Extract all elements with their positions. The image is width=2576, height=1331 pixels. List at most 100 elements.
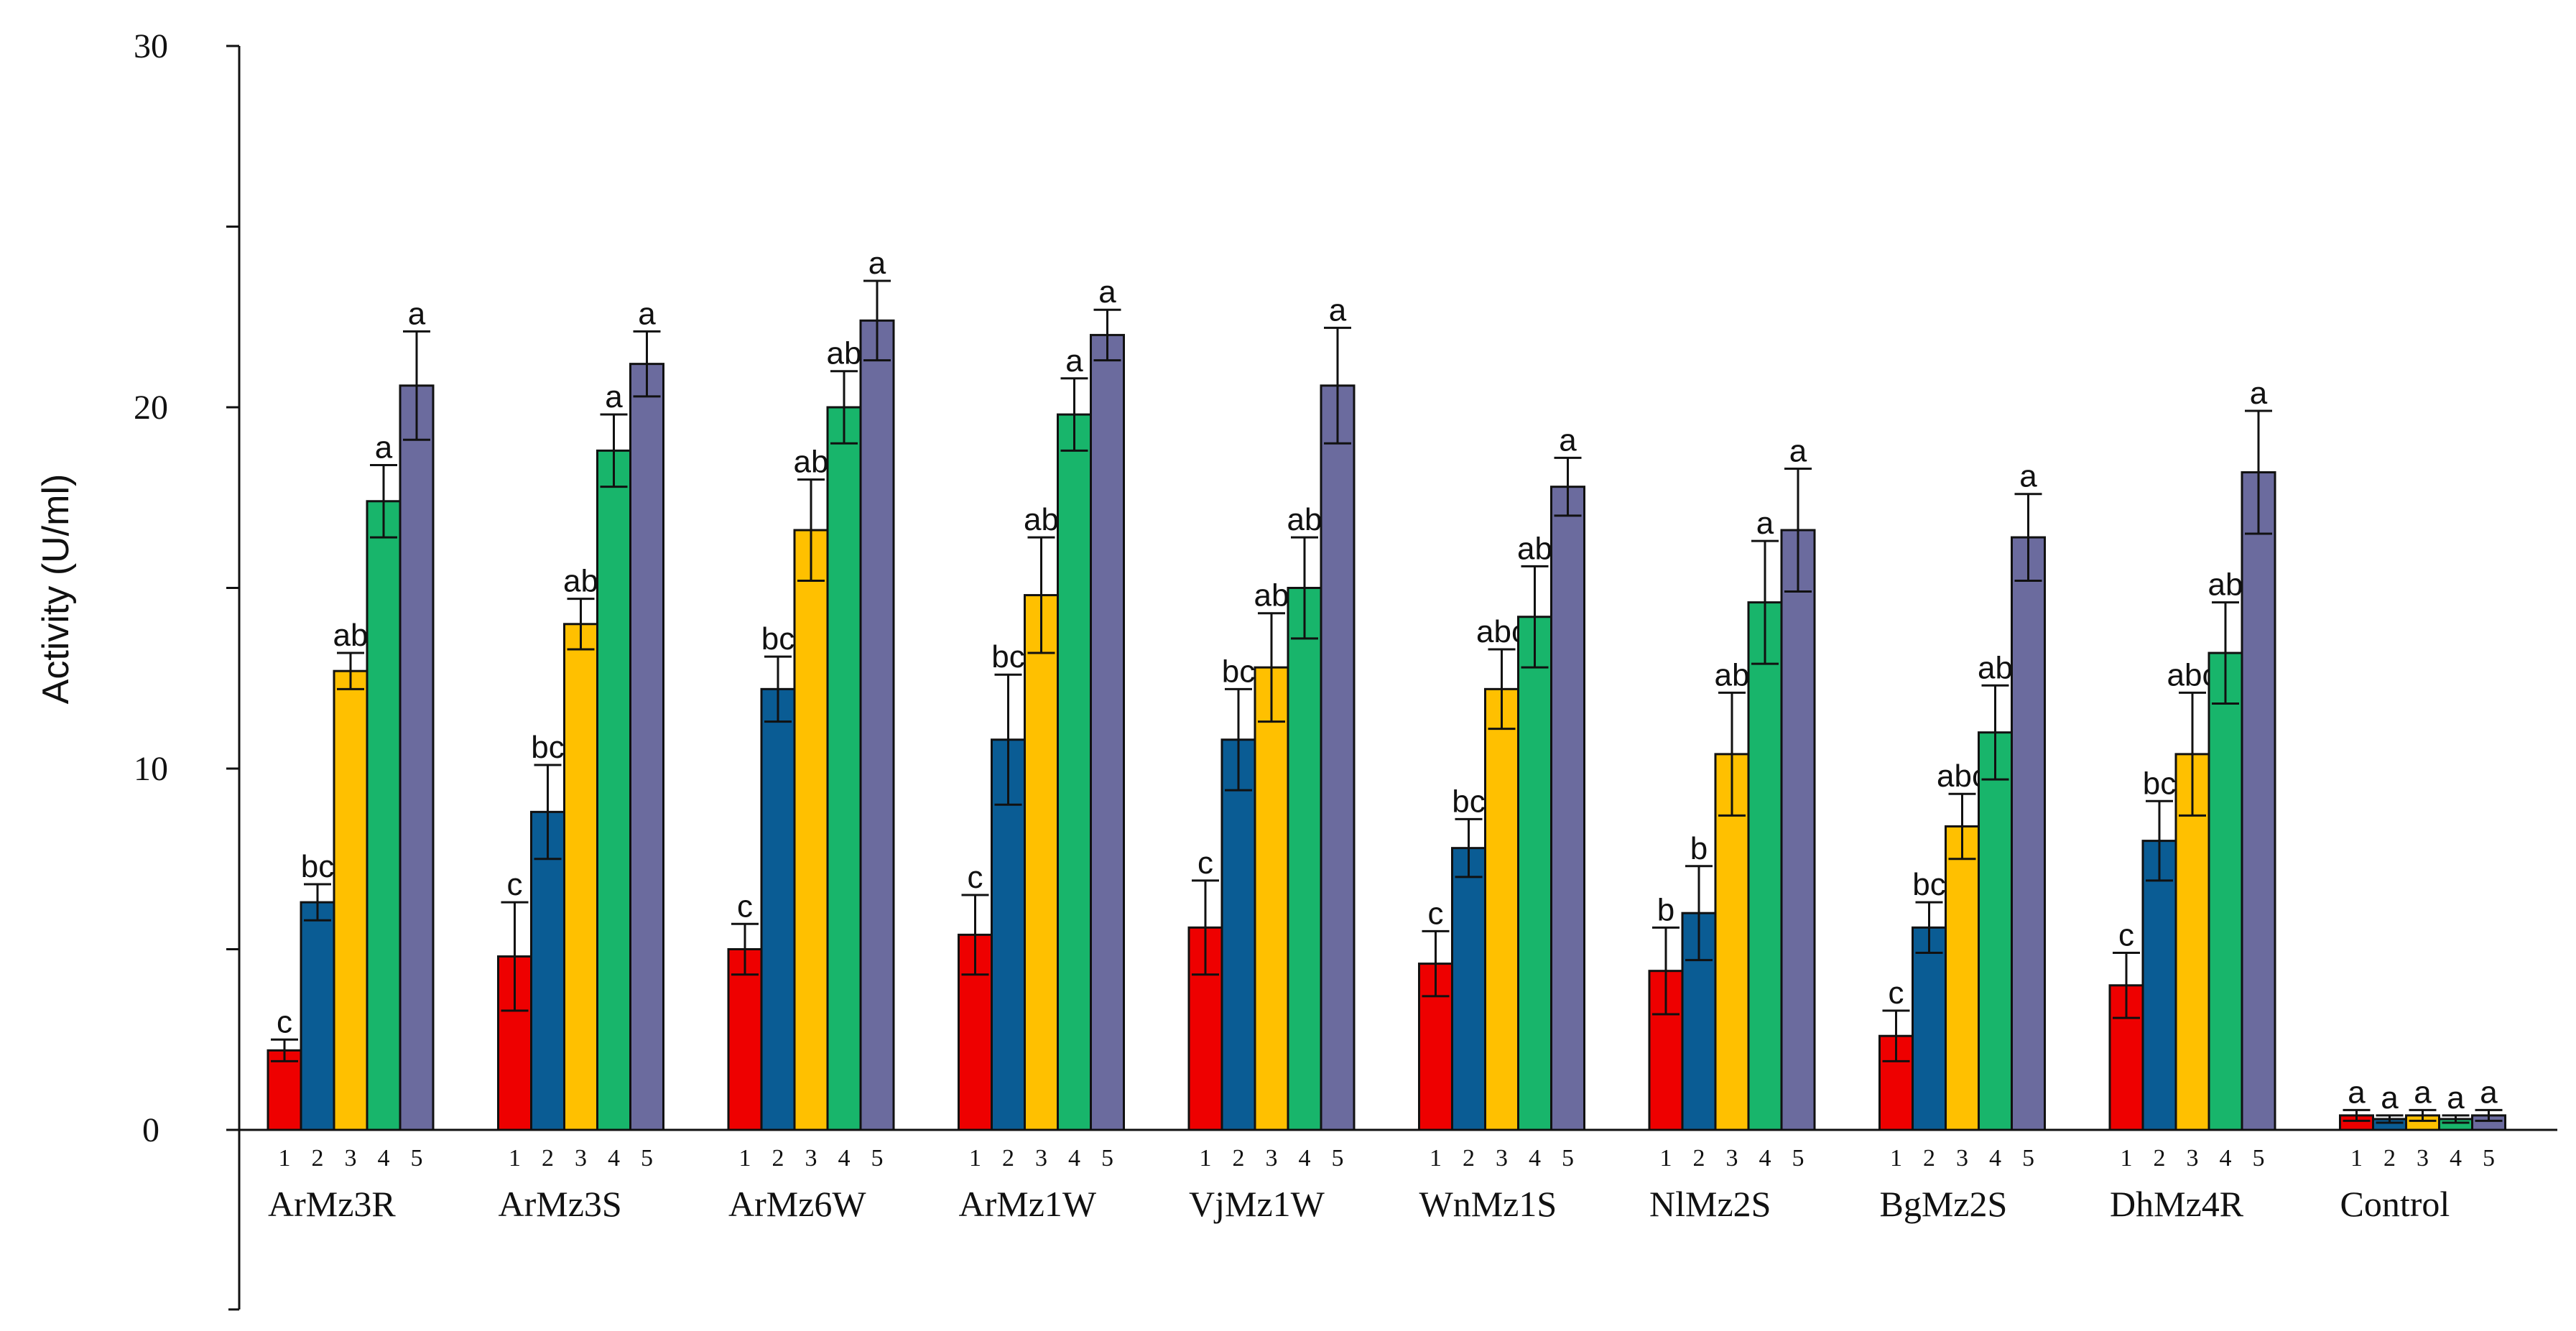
bar	[399, 384, 435, 1131]
significance-letter: a	[2447, 1080, 2465, 1116]
series-number-label: 3	[2187, 1145, 2199, 1172]
group-label: BgMz2S	[1880, 1184, 2008, 1224]
significance-letter: ab	[1978, 650, 2013, 685]
series-number-label: 1	[969, 1145, 981, 1172]
series-number-label: 5	[1101, 1145, 1113, 1172]
significance-letter: bc	[761, 621, 794, 657]
series-number-label: 2	[1463, 1145, 1475, 1172]
significance-letter: c	[1428, 896, 1444, 931]
series-number-label: 4	[1068, 1145, 1080, 1172]
bar-group-control: a 1 a 2 a 3 a 4 a 5 Control	[2339, 1075, 2506, 1224]
series-number-label: 4	[1529, 1145, 1541, 1172]
series-number-label: 2	[312, 1145, 324, 1172]
bar	[1451, 847, 1486, 1131]
series-number-label: 5	[641, 1145, 653, 1172]
significance-letter: a	[605, 379, 623, 414]
bar	[2011, 536, 2046, 1131]
bar	[267, 1049, 302, 1131]
series-number-label: 1	[1890, 1145, 1902, 1172]
group-label: DhMz4R	[2110, 1184, 2244, 1224]
bar	[2141, 840, 2177, 1131]
significance-letter: a	[2480, 1075, 2498, 1110]
series-number-label: 4	[378, 1145, 390, 1172]
group-label: Control	[2340, 1184, 2450, 1224]
significance-letter: a	[1789, 434, 1807, 469]
significance-letter: c	[1889, 975, 1904, 1011]
bar	[1254, 666, 1289, 1131]
bar-group-nlmz2s: b 1 b 2 ab 3 a 4 a 5 NlMz2S	[1648, 434, 1816, 1224]
significance-letter: b	[1657, 892, 1674, 927]
series-number-label: 5	[1332, 1145, 1344, 1172]
series-number-label: 1	[279, 1145, 291, 1172]
bar	[1024, 594, 1059, 1131]
bar	[859, 319, 895, 1131]
series-number-label: 5	[2483, 1145, 2495, 1172]
significance-letter: a	[2250, 376, 2268, 411]
significance-letter: ab	[1287, 502, 1322, 537]
significance-letter: c	[968, 860, 983, 895]
significance-letter: ab	[1715, 657, 1750, 692]
bar-group-armz3s: c 1 bc 2 ab 3 a 4 a 5 ArMz3S	[497, 296, 664, 1224]
significance-letter: ab	[827, 336, 862, 371]
significance-letter: bc	[301, 849, 334, 884]
y-tick-label: 0	[142, 1111, 159, 1149]
y-axis: 0 10 20 30	[134, 27, 241, 1311]
significance-letter: ab	[563, 564, 598, 599]
significance-letter: bc	[531, 730, 564, 765]
series-number-label: 2	[1693, 1145, 1705, 1172]
series-number-label: 5	[2022, 1145, 2034, 1172]
significance-letter: ab	[794, 445, 829, 480]
significance-letter: a	[1065, 343, 1083, 379]
bar	[1484, 687, 1519, 1131]
series-number-label: 1	[1200, 1145, 1212, 1172]
series-number-label: 4	[608, 1145, 620, 1172]
series-number-label: 4	[1299, 1145, 1311, 1172]
significance-letter: c	[507, 867, 523, 902]
series-number-label: 2	[1002, 1145, 1014, 1172]
y-tick-label: 20	[134, 389, 168, 427]
y-axis-label: Activity (U/ml)	[35, 474, 77, 705]
bar	[1780, 529, 1816, 1131]
series-number-label: 3	[1496, 1145, 1508, 1172]
bar	[1747, 601, 1783, 1131]
group-label: ArMz3R	[268, 1184, 396, 1224]
significance-letter: a	[1559, 422, 1577, 458]
series-number-label: 1	[2121, 1145, 2133, 1172]
series-number-label: 2	[542, 1145, 554, 1172]
significance-letter: a	[1756, 506, 1774, 541]
group-label: ArMz6W	[728, 1184, 866, 1224]
bar	[1320, 384, 1356, 1131]
bar	[1945, 825, 1980, 1131]
significance-letter: a	[2019, 459, 2037, 494]
series-number-label: 2	[772, 1145, 784, 1172]
series-number-label: 1	[1660, 1145, 1672, 1172]
bar	[1517, 616, 1552, 1131]
significance-letter: bc	[2143, 766, 2176, 801]
series-number-label: 4	[2220, 1145, 2232, 1172]
series-number-label: 5	[1562, 1145, 1574, 1172]
bar	[629, 363, 664, 1131]
bar	[727, 948, 763, 1131]
series-number-label: 3	[345, 1145, 357, 1172]
bar	[1090, 333, 1125, 1131]
significance-letter: a	[2414, 1075, 2432, 1110]
series-number-label: 5	[411, 1145, 423, 1172]
bar	[2207, 651, 2243, 1131]
significance-letter: a	[638, 296, 656, 331]
significance-letter: ab	[1254, 578, 1289, 613]
bar	[1418, 963, 1453, 1131]
series-number-label: 3	[575, 1145, 587, 1172]
series-number-label: 3	[1956, 1145, 1968, 1172]
series-number-label: 1	[739, 1145, 751, 1172]
series-number-label: 4	[1759, 1145, 1771, 1172]
bar	[530, 810, 565, 1131]
series-number-label: 3	[1726, 1145, 1738, 1172]
series-number-label: 1	[2350, 1145, 2363, 1172]
bar	[1287, 587, 1322, 1131]
series-number-label: 3	[1035, 1145, 1047, 1172]
